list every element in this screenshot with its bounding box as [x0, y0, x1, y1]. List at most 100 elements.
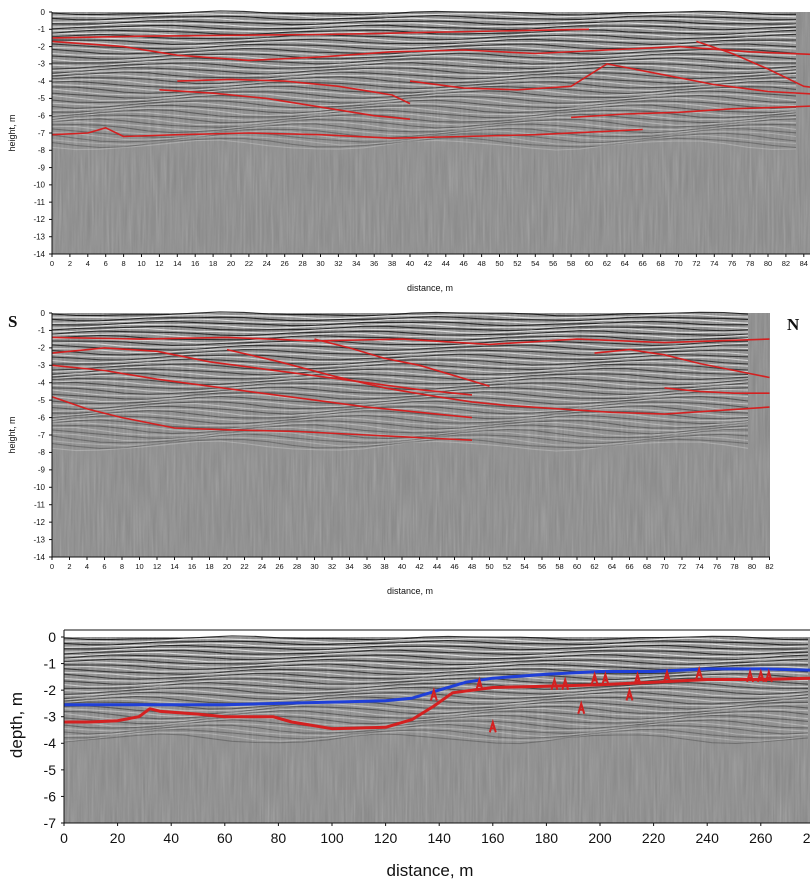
reflection-stripe [51, 45, 797, 53]
reflection-stripes [63, 635, 809, 745]
y-tick-labels: 0 -1 -2 -3 -4 -5 -6 -7 -8 -9 -10 -11 -12 -13 -14 [33, 309, 52, 562]
y-tick-label: -9 [38, 466, 46, 475]
y-tick-label: -5 [44, 762, 57, 778]
x-tick-label: 20 [110, 830, 126, 846]
reflection-stripe [51, 421, 749, 432]
reflection-stripe [63, 726, 809, 738]
x-tick-label: 50 [485, 562, 493, 571]
x-tick-label: 56 [549, 259, 557, 268]
reflection-stripe [63, 733, 809, 745]
reflection-stripe [51, 414, 749, 425]
horizon-line [51, 336, 770, 346]
reflection-stripe [51, 36, 797, 43]
horizon-line [159, 89, 411, 120]
pick-marker [561, 676, 570, 691]
y-tick-label: -13 [33, 233, 45, 242]
reflection-stripe [63, 721, 809, 732]
reflection-stripe [51, 379, 749, 388]
x-tick-label: 12 [155, 259, 163, 268]
reflection-stripe [51, 367, 749, 376]
x-tick-label: 34 [345, 562, 353, 571]
pick-marker [601, 671, 610, 685]
x-tick-label: 58 [567, 259, 575, 268]
reflection-stripe [51, 120, 797, 131]
reflection-stripe [51, 90, 797, 99]
x-tick-label: 70 [660, 562, 668, 571]
x-tick-label: 8 [122, 259, 126, 268]
x-tick-label: 4 [86, 259, 90, 268]
x-tick-label: 46 [450, 562, 458, 571]
x-tick-label: 30 [316, 259, 324, 268]
reflection-stripe [51, 127, 797, 139]
x-tick-label: 20 [227, 259, 235, 268]
y-tick-label: -6 [38, 413, 46, 422]
interpreted-horizons [51, 336, 770, 441]
y-tick-label: -9 [38, 163, 46, 172]
x-tick-label: 100 [320, 830, 344, 846]
x-axis-label: distance, m [387, 586, 433, 596]
y-tick-label: -7 [44, 815, 57, 831]
pick-marker [590, 671, 599, 685]
x-tick-label: 68 [656, 259, 664, 268]
reflection-stripe [63, 672, 809, 681]
x-tick-label: 80 [764, 259, 772, 268]
x-tick-label: 64 [621, 259, 629, 268]
horizon-line [409, 63, 810, 95]
interpreted-horizons [64, 665, 810, 733]
corner-label-north: N [787, 315, 800, 334]
reflection-stripe [51, 391, 749, 400]
x-tick-label: 76 [713, 562, 721, 571]
reflection-stripe [51, 416, 749, 427]
pick-marker [475, 676, 484, 691]
y-tick-label: -14 [33, 250, 45, 259]
y-tick-label: -3 [44, 709, 57, 725]
y-tick-label: 0 [41, 309, 46, 318]
reflection-stripe [51, 410, 749, 420]
x-tick-label: 220 [642, 830, 666, 846]
reflection-stripes [51, 10, 797, 151]
x-tick-label: 78 [730, 562, 738, 571]
y-tick-label: -10 [33, 483, 45, 492]
x-tick-label: 36 [370, 259, 378, 268]
reflection-stripe [51, 395, 749, 405]
reflection-stripe [51, 22, 797, 28]
reflection-stripe [51, 330, 749, 337]
x-tick-label: 20 [223, 562, 231, 571]
x-tick-labels: 0 2 4 6 8 10 12 14 16 18 20 22 24 26 28 30 32 34 36 38 40 42 4… [50, 557, 774, 571]
x-tick-label: 82 [782, 259, 790, 268]
x-tick-label: 80 [748, 562, 756, 571]
y-tick-label: -1 [38, 326, 46, 335]
reflection-stripe [51, 111, 797, 121]
x-tick-label: 62 [603, 259, 611, 268]
reflection-stripe [63, 686, 809, 695]
reflection-stripe [51, 431, 749, 442]
reflection-stripe [51, 71, 797, 80]
reflection-stripe [63, 644, 809, 651]
reflection-stripe [51, 19, 797, 26]
reflection-stripe [63, 731, 809, 742]
y-tick-label: -5 [38, 396, 46, 405]
x-tick-label: 0 [50, 562, 54, 571]
reflection-stripe [63, 651, 809, 658]
x-tick-label: 24 [263, 259, 271, 268]
x-tick-label: 68 [643, 562, 651, 571]
reflection-stripe [51, 10, 797, 16]
horizon-line [51, 127, 643, 139]
y-tick-label: -5 [38, 94, 46, 103]
reflection-stripe [63, 684, 809, 693]
x-tick-label: 22 [245, 259, 253, 268]
y-tick-label: -7 [38, 129, 46, 138]
reflection-stripes [51, 311, 749, 452]
reflection-stripe [51, 323, 749, 329]
x-tick-label: 160 [481, 830, 505, 846]
reflection-stripe [51, 104, 797, 114]
x-tick-label: 48 [468, 562, 476, 571]
x-tick-label: 54 [520, 562, 528, 571]
x-tick-label: 16 [188, 562, 196, 571]
reflection-stripe [51, 139, 797, 151]
x-tick-label: 50 [495, 259, 503, 268]
pick-marker [625, 686, 634, 701]
horizon-line [51, 40, 810, 62]
y-tick-label: -12 [33, 518, 45, 527]
